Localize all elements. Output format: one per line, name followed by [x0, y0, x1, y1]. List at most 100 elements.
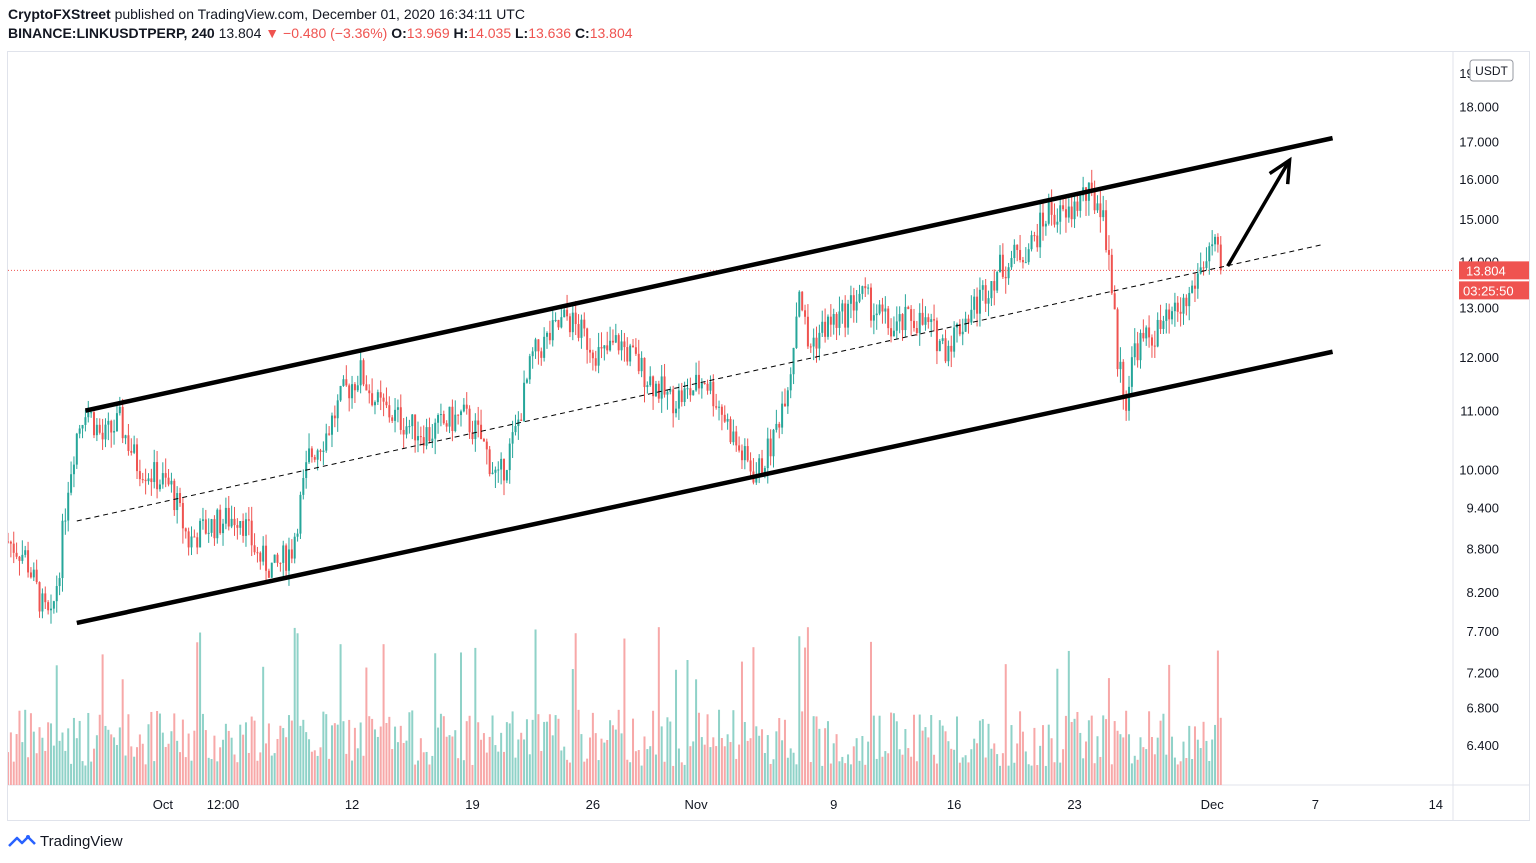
candle-body[interactable]	[158, 484, 161, 490]
candle-body[interactable]	[809, 346, 812, 348]
candle-body[interactable]	[1053, 214, 1056, 225]
candle-body[interactable]	[179, 493, 182, 504]
candle-body[interactable]	[1064, 209, 1067, 218]
candle-body[interactable]	[425, 427, 428, 446]
candle-body[interactable]	[654, 383, 657, 397]
candle-body[interactable]	[852, 295, 855, 311]
candle-body[interactable]	[273, 554, 276, 563]
candle-body[interactable]	[511, 432, 514, 444]
candle-body[interactable]	[766, 438, 769, 469]
candle-body[interactable]	[649, 376, 652, 386]
candle-body[interactable]	[531, 351, 534, 357]
channel-lower-line[interactable]	[76, 349, 1334, 626]
candle-body[interactable]	[230, 518, 233, 527]
candle-body[interactable]	[136, 444, 139, 472]
candle-body[interactable]	[993, 281, 996, 291]
candle-body[interactable]	[700, 383, 703, 389]
candle-body[interactable]	[505, 470, 508, 481]
candle-body[interactable]	[336, 400, 339, 419]
arrow-head-icon[interactable]	[1268, 156, 1292, 185]
candle-body[interactable]	[898, 314, 901, 322]
candle-body[interactable]	[259, 552, 262, 562]
candle-body[interactable]	[468, 408, 471, 433]
candle-body[interactable]	[947, 345, 950, 362]
candle-body[interactable]	[804, 310, 807, 317]
candle-body[interactable]	[806, 316, 809, 347]
candle-body[interactable]	[528, 356, 531, 380]
candle-body[interactable]	[130, 450, 133, 453]
candle-body[interactable]	[629, 345, 632, 362]
candle-body[interactable]	[996, 272, 999, 291]
candle-body[interactable]	[976, 296, 979, 314]
candle-body[interactable]	[1116, 309, 1119, 370]
candle-body[interactable]	[1128, 386, 1131, 411]
candle-body[interactable]	[64, 520, 67, 522]
candle-body[interactable]	[213, 519, 216, 539]
candle-body[interactable]	[1139, 332, 1142, 361]
candle-body[interactable]	[663, 376, 666, 395]
candle-body[interactable]	[961, 331, 964, 335]
candle-body[interactable]	[442, 414, 445, 424]
candle-body[interactable]	[878, 304, 881, 314]
candle-body[interactable]	[812, 337, 815, 347]
candle-body[interactable]	[98, 424, 101, 433]
candle-body[interactable]	[1142, 332, 1145, 339]
candle-body[interactable]	[342, 379, 345, 386]
candle-body[interactable]	[141, 479, 144, 481]
candle-body[interactable]	[938, 340, 941, 352]
candle-body[interactable]	[267, 570, 270, 578]
candle-body[interactable]	[706, 383, 709, 391]
candle-body[interactable]	[944, 338, 947, 362]
candle-body[interactable]	[1073, 201, 1076, 220]
candle-body[interactable]	[9, 541, 12, 544]
candle-body[interactable]	[686, 388, 689, 390]
candle-body[interactable]	[855, 301, 858, 311]
candle-body[interactable]	[75, 433, 78, 465]
candle-body[interactable]	[1122, 361, 1125, 398]
candle-body[interactable]	[643, 357, 646, 388]
candle-body[interactable]	[239, 521, 242, 528]
candle-body[interactable]	[319, 450, 322, 452]
candle-body[interactable]	[551, 320, 554, 341]
candle-body[interactable]	[614, 335, 617, 343]
candle-body[interactable]	[101, 432, 104, 440]
candle-body[interactable]	[927, 317, 930, 323]
candle-body[interactable]	[990, 281, 993, 299]
candle-body[interactable]	[110, 420, 113, 433]
candle-body[interactable]	[385, 401, 388, 406]
candle-body[interactable]	[351, 384, 354, 399]
candle-body[interactable]	[1211, 244, 1214, 247]
candle-body[interactable]	[775, 423, 778, 430]
candle-body[interactable]	[316, 450, 319, 460]
candle-body[interactable]	[546, 332, 549, 337]
candle-body[interactable]	[1059, 205, 1062, 222]
candle-body[interactable]	[1105, 210, 1108, 251]
candle-body[interactable]	[138, 471, 141, 480]
candle-body[interactable]	[783, 403, 786, 407]
candle-body[interactable]	[339, 385, 342, 401]
candle-body[interactable]	[884, 308, 887, 312]
candle-body[interactable]	[482, 439, 485, 442]
candle-body[interactable]	[84, 417, 87, 425]
candle-body[interactable]	[1113, 293, 1116, 310]
candle-body[interactable]	[402, 429, 405, 435]
candle-body[interactable]	[1110, 254, 1113, 294]
candle-body[interactable]	[147, 478, 150, 482]
candle-body[interactable]	[38, 582, 41, 612]
candle-body[interactable]	[1047, 202, 1050, 224]
candle-body[interactable]	[290, 549, 293, 559]
candle-body[interactable]	[646, 385, 649, 388]
candle-body[interactable]	[24, 550, 27, 555]
candle-body[interactable]	[494, 469, 497, 473]
candle-body[interactable]	[849, 295, 852, 304]
candle-body[interactable]	[471, 432, 474, 440]
candle-body[interactable]	[1162, 320, 1165, 329]
candle-body[interactable]	[912, 320, 915, 329]
candle-body[interactable]	[497, 469, 500, 471]
candle-body[interactable]	[838, 311, 841, 328]
candle-body[interactable]	[219, 509, 222, 534]
candle-body[interactable]	[52, 601, 55, 609]
candle-body[interactable]	[184, 528, 187, 532]
candle-body[interactable]	[735, 431, 738, 446]
candle-body[interactable]	[1182, 297, 1185, 314]
